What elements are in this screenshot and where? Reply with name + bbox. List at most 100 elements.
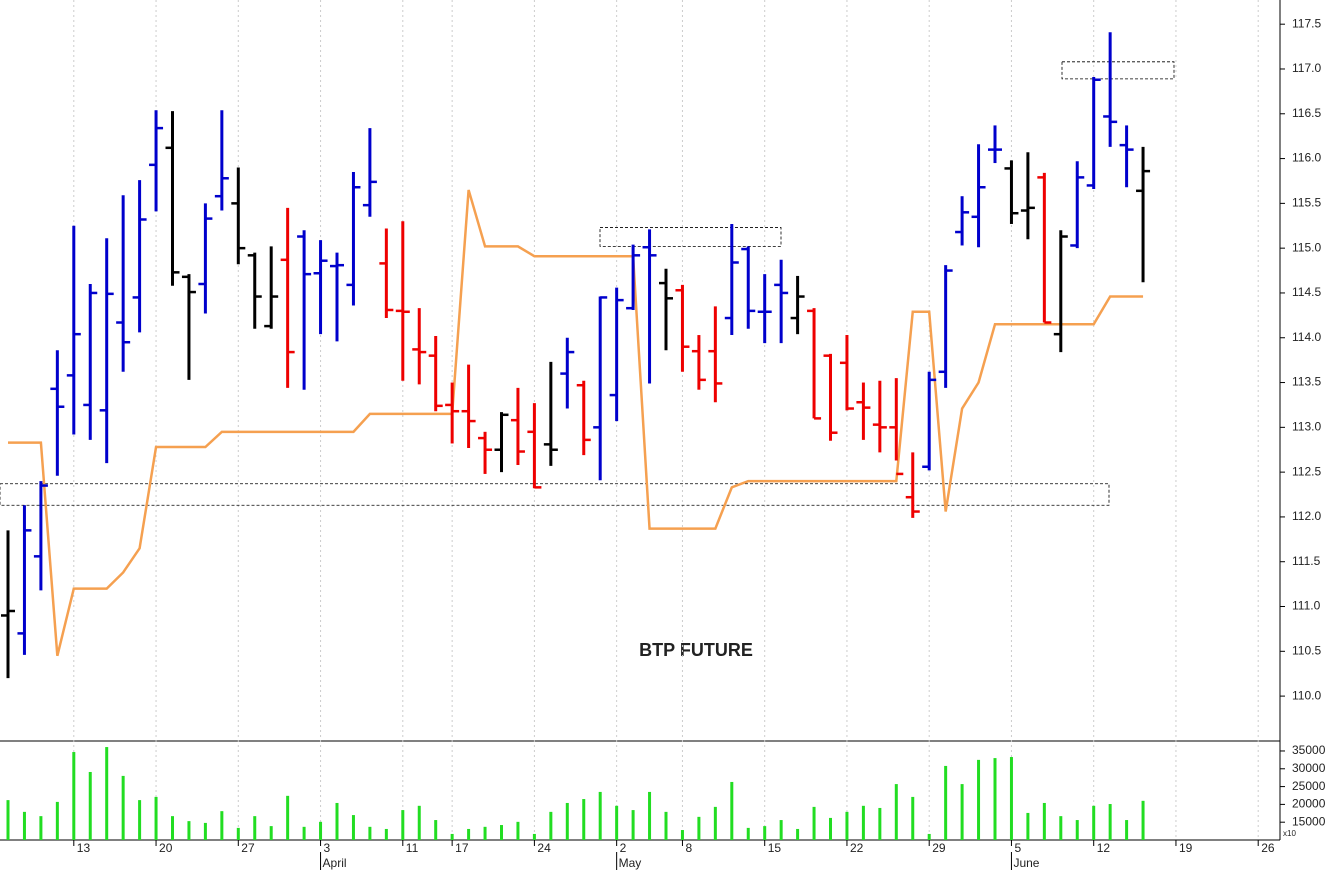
volume-bar bbox=[1108, 804, 1112, 840]
volume-bar bbox=[532, 833, 536, 840]
volume-bar bbox=[434, 820, 438, 840]
x-tick-label: 26 bbox=[1261, 841, 1275, 855]
y-tick-label: 115.5 bbox=[1292, 196, 1321, 210]
volume-bar bbox=[730, 781, 734, 840]
x-tick-label: 22 bbox=[850, 841, 864, 855]
volume-bar bbox=[22, 811, 26, 840]
volume-bar bbox=[187, 821, 191, 840]
volume-bar bbox=[417, 805, 421, 840]
y-tick-label: 114.0 bbox=[1292, 330, 1321, 344]
zone bbox=[1061, 61, 1175, 80]
volume-bar bbox=[1125, 820, 1129, 840]
month-label: May bbox=[619, 856, 642, 870]
volume-bar bbox=[236, 827, 240, 840]
y-tick-label: 110.5 bbox=[1292, 643, 1321, 657]
volume-bar bbox=[467, 828, 471, 840]
x-tick-label: 24 bbox=[537, 841, 551, 855]
volume-bar bbox=[39, 816, 43, 840]
x-tick-label: 3 bbox=[324, 841, 331, 855]
volume-bar bbox=[286, 795, 290, 840]
indicator-line bbox=[8, 189, 1144, 657]
volume-bar bbox=[549, 811, 553, 840]
volume-bar bbox=[500, 825, 503, 840]
volume-bar bbox=[631, 810, 635, 840]
volume-bar bbox=[1026, 812, 1030, 840]
volume-bar bbox=[253, 816, 257, 840]
volume-bar bbox=[319, 821, 323, 840]
y-tick-label: 20000 bbox=[1292, 797, 1326, 811]
chart-title: BTP FUTURE bbox=[639, 640, 753, 660]
x-tick-label: 20 bbox=[159, 841, 173, 855]
y-tick-label: 111.5 bbox=[1292, 554, 1321, 568]
y-tick-label: 113.0 bbox=[1292, 420, 1321, 434]
volume-bar bbox=[746, 827, 750, 840]
x-tick-label: 27 bbox=[241, 841, 255, 855]
volume-bar bbox=[1092, 805, 1096, 840]
volume-bar bbox=[993, 758, 997, 840]
volume-bar bbox=[351, 815, 355, 840]
zone bbox=[0, 483, 1110, 506]
volume-bar bbox=[565, 802, 569, 840]
y-tick-label: 15000 bbox=[1292, 814, 1326, 828]
volume-bar bbox=[648, 791, 652, 840]
x-tick-label: 11 bbox=[406, 841, 419, 855]
volume-bar bbox=[812, 806, 816, 840]
month-label: June bbox=[1013, 856, 1039, 870]
volume-note: x10 bbox=[1283, 829, 1296, 838]
volume-bar bbox=[1042, 802, 1046, 840]
volume-bar bbox=[302, 826, 306, 840]
volume-bar bbox=[878, 807, 882, 840]
volume-bar bbox=[384, 828, 388, 840]
y-tick-label: 114.5 bbox=[1292, 285, 1321, 299]
volume-bar bbox=[664, 811, 668, 840]
x-tick-label: 5 bbox=[1014, 841, 1021, 855]
y-tick-label: 30000 bbox=[1292, 761, 1326, 775]
volume-bar bbox=[138, 800, 142, 840]
y-tick-label: 116.0 bbox=[1292, 151, 1321, 165]
volume-bar bbox=[88, 771, 92, 840]
y-tick-label: 35000 bbox=[1292, 743, 1326, 757]
volume-bar bbox=[401, 810, 405, 840]
volume-bar bbox=[944, 765, 948, 840]
volume-bar bbox=[779, 820, 783, 840]
x-tick-label: 12 bbox=[1097, 841, 1111, 855]
volume-bar bbox=[845, 811, 849, 840]
volume-bar bbox=[713, 806, 717, 840]
volume-bar bbox=[220, 811, 224, 840]
volume-bar bbox=[911, 796, 915, 840]
y-tick-label: 115.0 bbox=[1292, 240, 1321, 254]
volume-bar bbox=[121, 775, 125, 840]
volume-bar bbox=[450, 833, 454, 840]
x-tick-label: 19 bbox=[1179, 841, 1193, 855]
y-tick-label: 112.5 bbox=[1292, 464, 1321, 478]
y-tick-label: 117.5 bbox=[1292, 16, 1321, 30]
volume-bar bbox=[763, 826, 767, 840]
x-tick-label: 29 bbox=[932, 841, 946, 855]
volume-bar bbox=[960, 784, 964, 840]
volume-bar bbox=[697, 816, 701, 840]
volume-bar bbox=[171, 816, 174, 840]
y-tick-label: 112.0 bbox=[1292, 509, 1321, 523]
volume-bar bbox=[6, 800, 10, 840]
zone bbox=[599, 227, 782, 247]
y-tick-label: 25000 bbox=[1292, 779, 1326, 793]
x-tick-label: 17 bbox=[455, 841, 469, 855]
y-tick-label: 117.0 bbox=[1292, 61, 1321, 75]
volume-bar bbox=[1059, 816, 1063, 840]
volume-bar bbox=[796, 828, 800, 840]
volume-bar bbox=[55, 801, 59, 840]
x-tick-label: 2 bbox=[620, 841, 627, 855]
volume-bar bbox=[154, 796, 158, 840]
volume-bar bbox=[203, 822, 207, 840]
volume-bar bbox=[335, 802, 339, 840]
volume-bar bbox=[598, 791, 602, 840]
volume-bar bbox=[368, 826, 372, 840]
x-tick-label: 15 bbox=[768, 841, 782, 855]
volume-bar bbox=[1075, 820, 1079, 840]
month-label: April bbox=[323, 856, 347, 870]
y-tick-label: 116.5 bbox=[1292, 106, 1321, 120]
volume-bar bbox=[582, 799, 586, 840]
volume-bar bbox=[483, 826, 487, 840]
